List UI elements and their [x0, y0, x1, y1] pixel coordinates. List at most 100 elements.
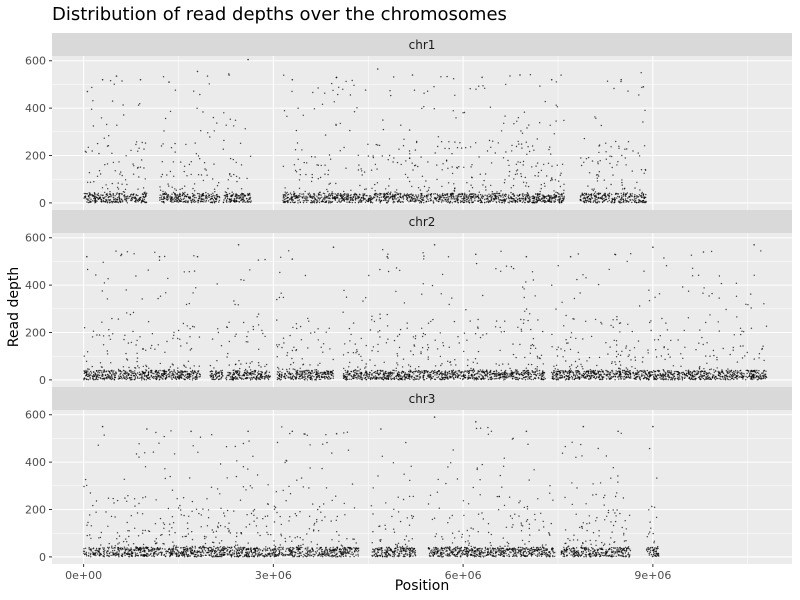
data-point	[605, 198, 607, 200]
data-point	[213, 163, 215, 165]
data-point	[251, 361, 253, 363]
data-point	[371, 369, 373, 372]
data-point	[96, 375, 99, 377]
data-point	[327, 196, 329, 198]
data-point	[281, 346, 283, 349]
data-point	[501, 194, 503, 196]
data-point	[365, 366, 367, 368]
data-point	[140, 202, 143, 204]
data-point	[430, 194, 432, 197]
data-point	[376, 182, 379, 184]
data-point	[206, 174, 208, 176]
data-point	[301, 358, 303, 360]
data-point	[585, 196, 587, 199]
data-point	[328, 193, 331, 195]
data-point	[475, 379, 478, 381]
data-point	[103, 137, 106, 139]
data-point	[360, 374, 363, 376]
data-point	[109, 370, 111, 373]
data-point	[355, 193, 357, 196]
data-point	[397, 373, 399, 375]
data-point	[544, 100, 546, 103]
data-point	[377, 373, 379, 375]
data-point	[518, 373, 520, 375]
data-point	[521, 201, 524, 203]
data-point	[393, 378, 395, 381]
data-point	[238, 373, 240, 376]
data-point	[218, 201, 220, 203]
data-point	[441, 194, 443, 196]
data-point	[155, 369, 157, 372]
data-point	[525, 281, 527, 283]
data-point	[512, 353, 515, 356]
data-point	[85, 198, 88, 200]
data-point	[354, 195, 356, 198]
data-point	[349, 129, 351, 132]
data-point	[258, 364, 260, 367]
data-point	[246, 335, 248, 338]
data-point	[236, 372, 238, 374]
data-point	[537, 196, 539, 198]
data-point	[134, 378, 136, 381]
data-point	[482, 184, 484, 186]
data-point	[430, 199, 432, 201]
data-point	[350, 189, 352, 191]
data-point	[408, 180, 411, 183]
data-point	[637, 196, 639, 198]
data-point	[237, 370, 239, 372]
data-point	[466, 339, 468, 341]
data-point	[95, 370, 98, 372]
data-point	[594, 198, 596, 200]
data-point	[452, 78, 455, 80]
data-point	[478, 199, 480, 201]
data-point	[387, 378, 389, 380]
data-point	[405, 195, 407, 198]
data-point	[597, 161, 599, 163]
data-point	[387, 191, 389, 193]
data-point	[418, 373, 421, 376]
y-tick-label: 0	[39, 374, 46, 387]
data-point	[490, 199, 492, 202]
data-point	[430, 193, 433, 195]
data-point	[220, 370, 222, 372]
data-point	[262, 332, 264, 335]
data-point	[358, 193, 361, 195]
data-point	[90, 372, 93, 374]
data-point	[402, 198, 405, 200]
data-point	[211, 201, 213, 203]
data-point	[111, 317, 113, 320]
data-point	[382, 119, 384, 121]
data-point	[218, 371, 221, 373]
data-point	[332, 197, 334, 200]
data-point	[122, 201, 124, 203]
data-point	[519, 343, 521, 346]
data-point	[474, 193, 476, 195]
data-point	[185, 366, 187, 368]
data-point	[317, 370, 319, 372]
data-point	[123, 114, 125, 116]
data-point	[442, 192, 444, 195]
data-point	[120, 372, 122, 374]
data-point	[527, 201, 529, 203]
data-point	[227, 374, 229, 377]
data-point	[130, 341, 133, 344]
data-point	[629, 193, 631, 195]
data-point	[124, 376, 126, 378]
data-point	[210, 376, 212, 378]
data-point	[111, 201, 114, 203]
data-point	[284, 201, 286, 204]
data-point	[513, 372, 515, 374]
data-point	[413, 89, 416, 91]
data-point	[455, 198, 457, 200]
data-point	[144, 178, 146, 180]
data-point	[302, 200, 304, 202]
data-point	[184, 191, 186, 194]
data-point	[201, 195, 203, 197]
data-point	[111, 182, 114, 185]
data-point	[297, 107, 299, 109]
data-point	[94, 197, 97, 199]
data-point	[456, 376, 459, 379]
data-point	[307, 196, 309, 198]
data-point	[383, 376, 385, 378]
data-point	[315, 377, 318, 379]
